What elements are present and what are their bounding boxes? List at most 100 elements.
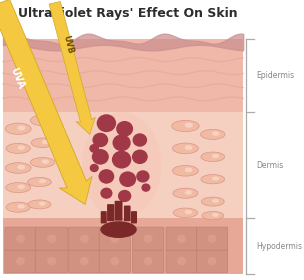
Ellipse shape	[6, 202, 30, 212]
Circle shape	[98, 169, 114, 184]
Circle shape	[92, 149, 109, 165]
Ellipse shape	[28, 200, 51, 209]
Ellipse shape	[144, 235, 153, 243]
Circle shape	[141, 183, 150, 192]
Bar	[3, 218, 243, 274]
Ellipse shape	[144, 257, 153, 265]
Text: Ultraviolet Rays' Effect On Skin: Ultraviolet Rays' Effect On Skin	[18, 7, 237, 20]
Ellipse shape	[212, 213, 219, 217]
Ellipse shape	[202, 211, 224, 220]
Ellipse shape	[177, 235, 186, 243]
Ellipse shape	[30, 157, 55, 167]
Ellipse shape	[201, 197, 224, 206]
Ellipse shape	[30, 115, 55, 126]
Ellipse shape	[185, 167, 192, 172]
Ellipse shape	[212, 154, 219, 158]
Ellipse shape	[31, 138, 54, 148]
Ellipse shape	[82, 112, 161, 218]
Ellipse shape	[173, 208, 198, 218]
Circle shape	[119, 171, 136, 187]
FancyBboxPatch shape	[133, 227, 164, 250]
Ellipse shape	[16, 235, 25, 243]
FancyBboxPatch shape	[99, 249, 130, 273]
Ellipse shape	[208, 235, 216, 243]
Ellipse shape	[6, 143, 30, 153]
FancyBboxPatch shape	[107, 204, 114, 221]
Ellipse shape	[208, 257, 216, 265]
Ellipse shape	[212, 176, 219, 181]
Circle shape	[112, 151, 131, 169]
Ellipse shape	[18, 185, 25, 189]
Text: Dermis: Dermis	[256, 161, 283, 170]
Ellipse shape	[39, 202, 46, 206]
FancyBboxPatch shape	[5, 249, 36, 273]
Ellipse shape	[42, 159, 49, 164]
Ellipse shape	[5, 123, 31, 134]
FancyBboxPatch shape	[115, 201, 123, 221]
Ellipse shape	[172, 165, 198, 176]
Bar	[3, 112, 243, 218]
Ellipse shape	[172, 143, 198, 154]
Circle shape	[100, 188, 112, 199]
Ellipse shape	[47, 257, 56, 265]
Circle shape	[118, 190, 131, 202]
FancyBboxPatch shape	[101, 211, 107, 223]
FancyBboxPatch shape	[196, 227, 228, 250]
Ellipse shape	[212, 199, 219, 203]
FancyBboxPatch shape	[166, 227, 197, 250]
Ellipse shape	[185, 145, 192, 150]
Circle shape	[132, 150, 148, 164]
FancyArrow shape	[0, 0, 92, 204]
Ellipse shape	[185, 190, 192, 195]
Ellipse shape	[80, 235, 89, 243]
Circle shape	[97, 114, 116, 132]
Ellipse shape	[110, 257, 119, 265]
Circle shape	[90, 164, 99, 172]
Ellipse shape	[100, 221, 137, 238]
FancyBboxPatch shape	[99, 227, 130, 250]
FancyBboxPatch shape	[133, 249, 164, 273]
Bar	[3, 39, 243, 112]
Ellipse shape	[18, 204, 25, 209]
FancyArrow shape	[49, 1, 95, 134]
Ellipse shape	[172, 120, 199, 132]
FancyBboxPatch shape	[5, 227, 36, 250]
FancyBboxPatch shape	[69, 249, 100, 273]
Circle shape	[92, 133, 108, 147]
Ellipse shape	[201, 152, 225, 162]
Ellipse shape	[201, 129, 225, 139]
Ellipse shape	[80, 257, 89, 265]
Ellipse shape	[17, 125, 25, 130]
Text: UVA: UVA	[8, 66, 26, 91]
Ellipse shape	[17, 165, 25, 170]
Ellipse shape	[42, 140, 49, 144]
Ellipse shape	[177, 257, 186, 265]
Ellipse shape	[201, 175, 225, 184]
Ellipse shape	[39, 179, 46, 183]
Ellipse shape	[6, 183, 31, 193]
Ellipse shape	[212, 131, 219, 136]
FancyBboxPatch shape	[35, 249, 68, 273]
Ellipse shape	[42, 117, 49, 122]
Text: Hypodermis: Hypodermis	[256, 242, 302, 251]
Ellipse shape	[16, 257, 25, 265]
Text: Epidermis: Epidermis	[256, 71, 294, 80]
Text: UVB: UVB	[61, 34, 74, 55]
Circle shape	[133, 133, 147, 147]
Ellipse shape	[185, 123, 193, 128]
FancyBboxPatch shape	[69, 227, 100, 250]
Ellipse shape	[18, 145, 25, 150]
Ellipse shape	[47, 235, 56, 243]
Circle shape	[112, 134, 131, 151]
Circle shape	[116, 121, 133, 137]
Ellipse shape	[28, 178, 51, 187]
FancyBboxPatch shape	[196, 249, 228, 273]
FancyBboxPatch shape	[124, 206, 131, 221]
FancyBboxPatch shape	[166, 249, 197, 273]
Ellipse shape	[185, 210, 192, 214]
Ellipse shape	[5, 163, 31, 173]
Ellipse shape	[173, 188, 198, 198]
Ellipse shape	[110, 235, 119, 243]
Circle shape	[89, 144, 99, 153]
FancyBboxPatch shape	[131, 211, 137, 223]
